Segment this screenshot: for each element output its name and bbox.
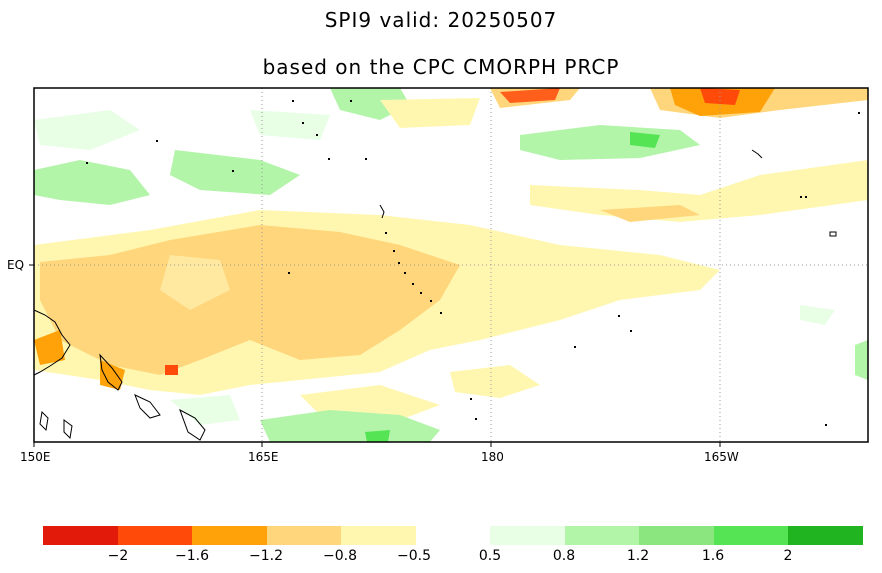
colorbar-label: −0.5 [397, 548, 431, 564]
map-title: SPI9 valid: 20250507 [324, 8, 558, 32]
colorbar-swatch-wet [788, 526, 864, 545]
colorbar-swatch-dry [117, 526, 193, 545]
lon-tick-label: 180 [481, 450, 504, 464]
colorbar-label: −0.8 [323, 548, 357, 564]
colorbar-swatch-dry [43, 526, 118, 545]
colorbar-swatch-wet [713, 526, 789, 545]
colorbar-swatch-dry [192, 526, 268, 545]
lon-tick-label: 165W [704, 450, 739, 464]
anomaly-field [34, 88, 868, 442]
colorbar-swatch-wet [490, 526, 565, 545]
colorbar-label: −1.2 [249, 548, 283, 564]
lat-tick-label: EQ [7, 258, 25, 272]
coastlines [33, 149, 837, 441]
colorbar-swatch-dry [266, 526, 342, 545]
colorbar-label: 2 [783, 548, 793, 564]
colorbar-label: −1.6 [175, 548, 209, 564]
colorbar-swatch-wet [639, 526, 715, 545]
colorbar-swatch-dry [341, 526, 417, 545]
lon-tick-label: 165E [248, 450, 279, 464]
colorbar-label: −2 [107, 548, 129, 564]
colorbar-label: 0.8 [552, 548, 576, 564]
colorbar-label: 1.6 [701, 548, 725, 564]
graticule [34, 88, 868, 442]
lon-tick-label: 150E [20, 450, 51, 464]
colorbar-label: 0.5 [478, 548, 502, 564]
colorbar-label: 1.2 [626, 548, 650, 564]
colorbar-swatch-wet [564, 526, 640, 545]
map-subtitle: based on the CPC CMORPH PRCP [262, 55, 620, 79]
islands [86, 100, 860, 426]
